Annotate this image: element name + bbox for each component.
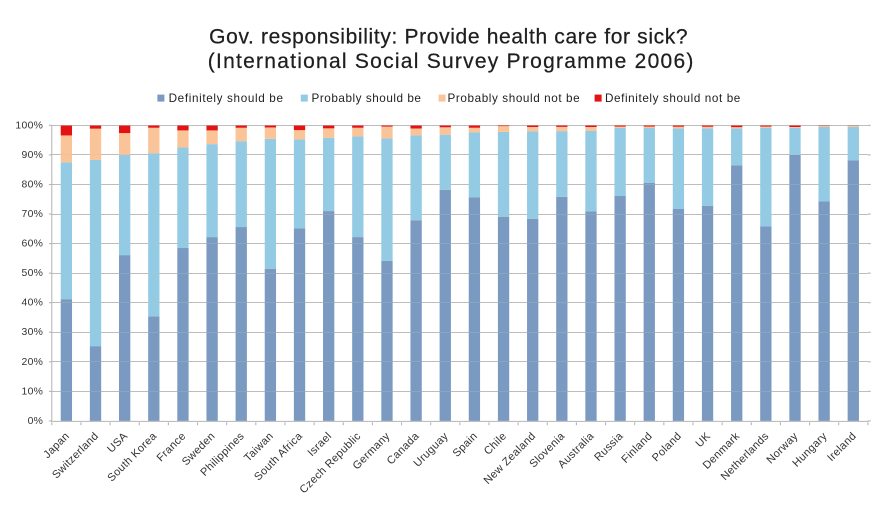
svg-text:10%: 10% (21, 386, 43, 397)
svg-text:50%: 50% (21, 268, 43, 279)
svg-text:20%: 20% (21, 357, 43, 368)
svg-text:80%: 80% (21, 179, 43, 190)
svg-text:Definitely should not be: Definitely should not be (605, 92, 741, 105)
svg-text:70%: 70% (21, 209, 43, 220)
svg-text:Probably should not be: Probably should not be (448, 92, 581, 105)
svg-text:(International Social Survey P: (International Social Survey Programme 2… (208, 50, 695, 73)
svg-text:100%: 100% (15, 120, 43, 131)
svg-text:40%: 40% (21, 298, 43, 309)
svg-text:0%: 0% (28, 416, 44, 427)
svg-text:Gov. responsibility: Provide h: Gov. responsibility: Provide health care… (209, 26, 688, 49)
svg-text:90%: 90% (21, 150, 43, 161)
svg-text:60%: 60% (21, 239, 43, 250)
svg-text:Probably should be: Probably should be (312, 92, 422, 105)
svg-text:30%: 30% (21, 327, 43, 338)
svg-text:Definitely should be: Definitely should be (169, 92, 284, 105)
